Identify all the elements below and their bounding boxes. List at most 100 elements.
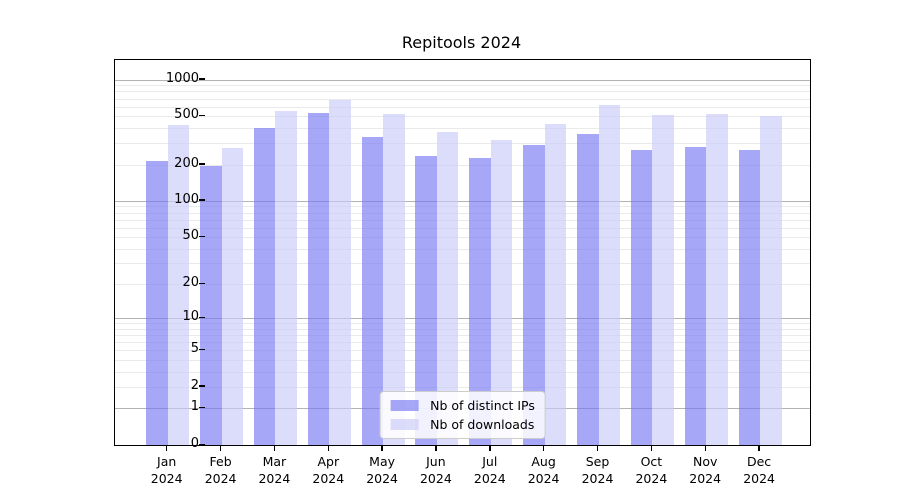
y-tick-mark-10 — [198, 316, 205, 319]
bar-distinct-ips-jan — [146, 161, 168, 445]
legend-label-downloads: Nb of downloads — [430, 417, 535, 432]
x-tick-mark-mar — [273, 445, 276, 451]
y-tick-label-100: 100 — [174, 191, 199, 207]
x-tick-mark-aug — [542, 445, 545, 451]
bar-downloads-may — [383, 114, 405, 445]
y-gridline-60 — [115, 227, 810, 229]
y-tick-label-5: 5 — [190, 341, 199, 357]
x-tick-label-jan: Jan 2024 — [150, 454, 183, 486]
y-tick-mark-100 — [198, 199, 205, 201]
y-tick-label-20: 20 — [182, 275, 199, 290]
x-tick-mark-nov — [704, 445, 706, 451]
bar-downloads-apr — [329, 100, 351, 445]
x-tick-label-dec: Dec 2024 — [743, 454, 775, 486]
x-tick-label-sep: Sep 2024 — [581, 454, 614, 486]
y-gridline-10 — [115, 318, 810, 320]
y-tick-mark-1 — [198, 406, 205, 409]
x-tick-mark-sep — [596, 445, 599, 451]
x-tick-mark-oct — [650, 445, 653, 451]
x-tick-mark-dec — [758, 445, 760, 451]
y-gridline-8 — [115, 328, 810, 330]
bar-downloads-oct — [652, 115, 674, 445]
bar-downloads-jan — [167, 125, 190, 445]
bar-distinct-ips-jun — [415, 156, 437, 445]
x-tick-mark-jan — [165, 445, 168, 451]
x-tick-label-mar: Mar 2024 — [258, 454, 291, 486]
y-gridline-1000 — [115, 79, 810, 81]
y-gridline-400 — [115, 128, 810, 129]
y-gridline-300 — [115, 143, 810, 145]
bar-downloads-mar — [275, 111, 297, 445]
bar-distinct-ips-sep — [577, 133, 599, 445]
x-tick-label-apr: Apr 2024 — [312, 454, 345, 486]
x-tick-mark-jun — [435, 445, 437, 451]
y-tick-label-10: 10 — [182, 309, 199, 325]
bar-distinct-ips-nov — [684, 146, 707, 445]
bar-distinct-ips-dec — [738, 149, 761, 445]
plot-area: Nb of distinct IPs Nb of downloads — [114, 59, 811, 446]
bar-distinct-ips-feb — [200, 165, 222, 445]
bar-downloads-jun — [436, 132, 459, 445]
legend-swatch-downloads — [390, 419, 419, 430]
y-gridline-100 — [115, 200, 810, 202]
y-tick-mark-500 — [198, 114, 205, 117]
x-tick-label-jun: Jun 2024 — [419, 454, 452, 486]
bar-distinct-ips-mar — [253, 128, 276, 445]
y-gridline-50 — [115, 237, 810, 239]
y-gridline-2 — [115, 386, 810, 388]
y-tick-mark-50 — [198, 235, 205, 238]
chart-title: Repitools 2024 — [401, 33, 522, 52]
legend: Nb of distinct IPs Nb of downloads — [379, 391, 546, 439]
y-gridline-9 — [115, 323, 810, 325]
y-tick-label-200: 200 — [174, 155, 199, 171]
bar-distinct-ips-may — [361, 137, 384, 445]
legend-swatch-distinct-ips — [390, 400, 419, 411]
y-tick-mark-2 — [198, 385, 205, 387]
legend-entry-downloads: Nb of downloads — [390, 418, 535, 431]
bar-downloads-feb — [221, 147, 244, 445]
x-tick-label-nov: Nov 2024 — [689, 454, 722, 486]
y-tick-mark-0 — [198, 443, 205, 445]
x-tick-mark-feb — [219, 445, 222, 451]
x-tick-mark-jul — [489, 445, 491, 451]
x-tick-label-oct: Oct 2024 — [635, 454, 668, 486]
bar-distinct-ips-oct — [630, 149, 653, 445]
x-tick-mark-apr — [327, 445, 329, 451]
y-tick-label-50: 50 — [182, 228, 199, 244]
bar-distinct-ips-apr — [307, 113, 330, 445]
y-tick-label-500: 500 — [174, 107, 199, 123]
bar-downloads-dec — [760, 115, 782, 445]
y-tick-label-1: 1 — [190, 399, 199, 415]
x-tick-mark-may — [381, 445, 383, 451]
bar-downloads-aug — [544, 123, 567, 445]
x-tick-label-may: May 2024 — [366, 454, 398, 486]
y-tick-mark-20 — [198, 282, 205, 284]
y-gridline-90 — [115, 206, 810, 208]
y-gridline-4 — [115, 359, 810, 361]
y-gridline-70 — [115, 219, 810, 221]
y-tick-label-2: 2 — [190, 377, 199, 393]
x-tick-label-aug: Aug 2024 — [527, 454, 560, 486]
y-gridline-500 — [115, 116, 810, 118]
y-gridline-200 — [115, 164, 810, 166]
bar-downloads-jul — [490, 139, 513, 445]
y-gridline-6 — [115, 342, 810, 344]
x-tick-label-jul: Jul 2024 — [473, 454, 506, 486]
y-tick-mark-5 — [198, 348, 205, 351]
y-gridline-5 — [115, 350, 810, 352]
y-tick-mark-1000 — [198, 78, 205, 80]
bar-downloads-sep — [598, 104, 620, 445]
legend-entry-distinct-ips: Nb of distinct IPs — [390, 399, 535, 412]
y-gridline-700 — [115, 98, 810, 100]
y-gridline-900 — [115, 85, 810, 87]
bar-downloads-nov — [706, 113, 728, 445]
y-gridline-600 — [115, 106, 810, 108]
legend-label-distinct-ips: Nb of distinct IPs — [430, 398, 535, 413]
y-gridline-800 — [115, 91, 810, 93]
y-tick-label-0: 0 — [190, 436, 199, 451]
y-gridline-40 — [115, 248, 810, 250]
y-tick-mark-200 — [198, 163, 205, 165]
y-gridline-20 — [115, 284, 810, 285]
y-gridline-30 — [115, 263, 810, 265]
